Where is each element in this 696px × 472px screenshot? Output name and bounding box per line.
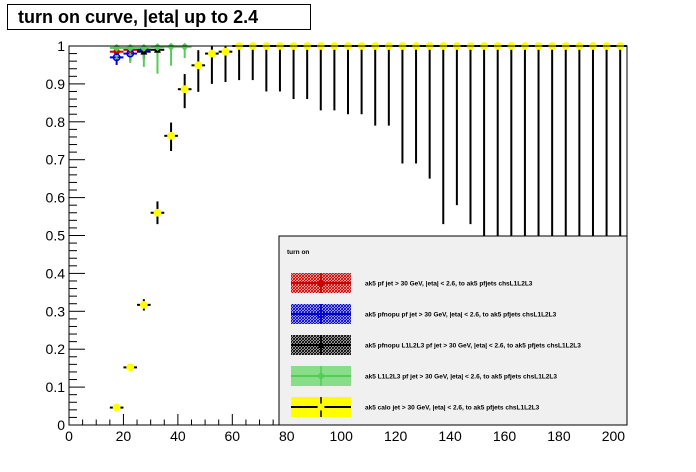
legend-marker (317, 341, 325, 348)
x-tick-label: 100 (330, 428, 354, 444)
legend-box (278, 235, 628, 426)
x-tick-label: 0 (65, 428, 73, 444)
x-tick-label: 180 (547, 428, 571, 444)
data-point (167, 131, 175, 140)
legend-marker (317, 372, 325, 380)
data-point (153, 208, 162, 217)
legend: turn on ak5 pf jet > 30 GeV, |eta| < 2.6,… (278, 235, 628, 426)
y-tick-label: 1 (57, 38, 65, 54)
data-point (153, 43, 162, 52)
data-point (167, 42, 176, 51)
x-tick-label: 20 (116, 428, 132, 444)
legend-marker (317, 279, 325, 287)
chart-title: turn on curve, |eta| up to 2.4 (7, 4, 311, 30)
x-tick-label: 140 (438, 428, 462, 444)
data-point (221, 47, 230, 56)
y-tick-label: 0.2 (46, 341, 66, 357)
legend-label: ak5 L1L2L3 pf jet > 30 GeV, |eta| < 2.6,… (365, 374, 557, 381)
x-tick-label: 200 (602, 428, 626, 444)
data-point (194, 61, 203, 70)
y-tick-label: 0 (57, 417, 65, 433)
y-tick-label: 0.7 (46, 152, 66, 168)
y-tick-label: 0.1 (46, 379, 66, 395)
y-tick-label: 0.9 (46, 76, 66, 92)
data-point (180, 42, 189, 51)
legend-label: ak5 pfnopu L1L2L3 pf jet > 30 GeV, |eta|… (365, 343, 581, 350)
x-tick-label: 160 (493, 428, 517, 444)
legend-marker (316, 309, 326, 319)
y-tick-label: 0.6 (46, 190, 66, 206)
legend-marker (317, 403, 325, 411)
y-tick-label: 0.5 (46, 228, 66, 244)
data-point (208, 49, 216, 58)
data-point (126, 363, 135, 372)
y-tick-label: 0.4 (46, 265, 66, 281)
x-tick-label: 120 (384, 428, 408, 444)
data-point (139, 300, 148, 309)
y-tick-label: 0.8 (46, 114, 66, 130)
legend-label: ak5 pfnopu pf jet > 30 GeV, |eta| < 2.6,… (365, 312, 557, 319)
legend-label: ak5 calo jet > 30 GeV, |eta| < 2.6, to a… (365, 405, 540, 412)
x-tick-label: 80 (279, 428, 295, 444)
legend-title: turn on (287, 249, 309, 256)
data-point (180, 85, 189, 94)
data-point (112, 403, 121, 412)
y-tick-label: 0.3 (46, 303, 66, 319)
data-point (112, 53, 121, 62)
x-tick-label: 60 (225, 428, 241, 444)
legend-label: ak5 pf jet > 30 GeV, |eta| < 2.6, to ak5… (365, 281, 533, 288)
x-tick-label: 40 (170, 428, 186, 444)
